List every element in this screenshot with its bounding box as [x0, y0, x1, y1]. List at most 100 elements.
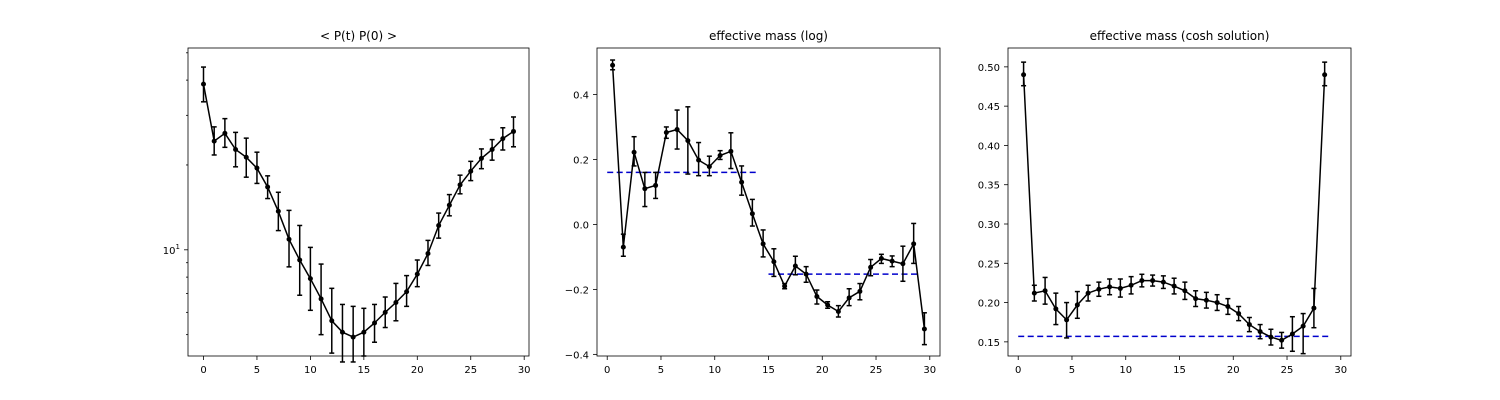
y-tick-label: 0.45 — [978, 102, 1000, 113]
data-point — [361, 329, 367, 335]
data-point — [478, 155, 484, 161]
data-point — [1214, 300, 1220, 306]
data-point — [446, 202, 452, 208]
data-point — [457, 182, 463, 188]
data-point — [1182, 288, 1188, 294]
data-point — [1096, 286, 1102, 292]
data-point — [1064, 317, 1070, 323]
x-tick-label: 30 — [923, 365, 936, 376]
data-point — [414, 271, 420, 277]
y-tick-label: 0.4 — [573, 90, 589, 101]
data-point — [329, 318, 335, 324]
y-tick-label: 0.2 — [573, 155, 589, 166]
data-point — [201, 81, 206, 87]
data-point — [1225, 304, 1231, 309]
data-point — [1031, 290, 1037, 296]
data-point — [511, 128, 516, 134]
data-point — [233, 146, 239, 152]
y-tick-label: 0.35 — [978, 181, 1000, 192]
y-tick-label: −0.2 — [565, 285, 589, 296]
data-point — [706, 164, 712, 170]
data-point — [1257, 329, 1263, 335]
data-point — [728, 148, 734, 154]
x-tick-label: 15 — [762, 365, 775, 376]
data-point — [911, 241, 917, 247]
panel-effective-mass-cosh: effective mass (cosh solution) 0 5 10 15 20 2… — [978, 29, 1352, 376]
x-tick-label: 5 — [1069, 365, 1075, 376]
data-point — [663, 129, 669, 135]
x-tick-label: 0 — [604, 365, 610, 376]
data-point — [857, 288, 863, 294]
data-point — [739, 179, 745, 185]
x-tick-label: 30 — [518, 365, 531, 376]
data-point — [792, 263, 798, 269]
data-point — [1128, 282, 1134, 288]
data-point — [1117, 285, 1123, 291]
data-point — [211, 138, 217, 144]
data-point — [921, 326, 927, 332]
x-tick-label: 0 — [200, 365, 206, 376]
data-point — [653, 182, 659, 188]
data-point — [760, 241, 766, 247]
x-tick-label: 30 — [1334, 365, 1347, 376]
data-point — [1279, 337, 1285, 343]
panel-title: effective mass (log) — [709, 29, 828, 43]
data-point — [318, 296, 324, 302]
data-point — [350, 334, 356, 340]
data-point — [825, 302, 831, 308]
x-tick-label: 25 — [1281, 365, 1294, 376]
data-point — [900, 261, 906, 267]
data-point — [814, 294, 820, 300]
series-line — [202, 84, 514, 338]
data-point — [631, 149, 637, 155]
data-point — [1171, 283, 1177, 289]
data-point — [1139, 278, 1145, 284]
y-tick-label: 0.15 — [978, 338, 1000, 349]
data-point — [620, 244, 626, 250]
x-tick-label: 20 — [411, 365, 424, 376]
data-point — [1300, 323, 1306, 329]
data-point — [868, 264, 874, 270]
data-point — [771, 259, 777, 265]
data-point — [1107, 284, 1113, 290]
panel-correlator: < P(t) P(0) > 0 5 10 15 20 25 30 101 — [163, 29, 531, 376]
data-point — [642, 186, 648, 192]
data-point — [297, 257, 303, 263]
data-point — [749, 211, 755, 217]
data-point — [1074, 302, 1080, 308]
data-point — [1021, 72, 1027, 78]
data-point — [1289, 331, 1295, 337]
x-tick-label: 10 — [1119, 365, 1132, 376]
data-point — [685, 138, 691, 144]
x-tick-label: 15 — [357, 365, 370, 376]
data-point — [878, 256, 884, 262]
data-point — [782, 283, 788, 289]
y-tick-label: 0.40 — [978, 141, 1000, 152]
panel-effective-mass-log: effective mass (log) 0 5 10 15 20 25 30 −0.4 −0.… — [565, 29, 941, 376]
x-tick-label: 20 — [1227, 365, 1240, 376]
data-point — [404, 289, 410, 295]
y-tick-label: 101 — [163, 243, 180, 257]
data-point — [803, 271, 809, 277]
data-point — [307, 276, 313, 282]
data-point — [222, 130, 228, 136]
x-tick-label: 20 — [816, 365, 829, 376]
data-point — [1311, 305, 1317, 311]
data-point — [1053, 306, 1059, 312]
panel-title: < P(t) P(0) > — [320, 29, 397, 43]
data-point — [610, 62, 616, 68]
data-point — [468, 168, 474, 174]
data-point — [382, 309, 388, 315]
data-point — [489, 146, 495, 152]
data-point — [436, 222, 442, 228]
data-point — [254, 165, 260, 171]
data-point — [1160, 279, 1166, 285]
x-tick-label: 15 — [1173, 365, 1186, 376]
data-point — [846, 295, 852, 301]
x-tick-label: 5 — [658, 365, 664, 376]
data-point — [1203, 297, 1209, 303]
data-point — [1085, 290, 1091, 296]
data-point — [1268, 334, 1274, 340]
data-point — [243, 154, 249, 160]
